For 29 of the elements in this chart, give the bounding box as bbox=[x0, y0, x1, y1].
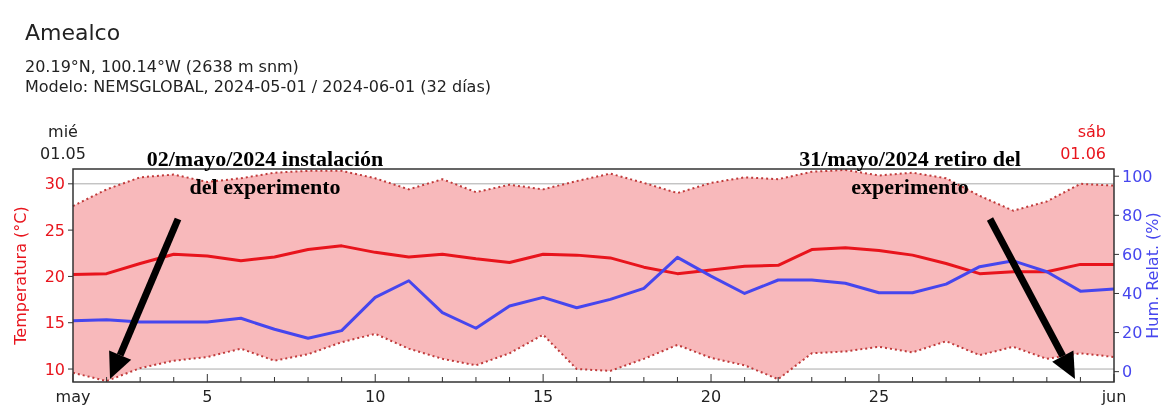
y-tick-label: 25 bbox=[44, 220, 65, 240]
y2-tick-label: 100 bbox=[1122, 166, 1153, 186]
annotation: 02/mayo/2024 instalación del experimento bbox=[146, 146, 384, 199]
y2-tick-label: 20 bbox=[1122, 323, 1143, 343]
x-tick-label: may bbox=[55, 387, 91, 406]
x-tick-label: 15 bbox=[532, 387, 554, 406]
chart-subtitle: 20.19°N, 100.14°W (2638 m snm) Modelo: NEMSGLOBAL, 2024-05-01 / 2024-06-01 (32 días) bbox=[25, 57, 491, 96]
y-tick-label: 20 bbox=[44, 267, 65, 287]
x-tick-label: jun bbox=[1100, 387, 1127, 406]
y-tick-label: 10 bbox=[44, 359, 65, 379]
x-tick-label: 25 bbox=[868, 387, 890, 406]
text: sáb 01.06 bbox=[1060, 122, 1106, 163]
y2-tick-label: 40 bbox=[1122, 284, 1143, 304]
text: mié 01.05 bbox=[40, 122, 86, 163]
y-tick-label: 15 bbox=[44, 313, 65, 333]
x-tick-label: 10 bbox=[365, 387, 386, 406]
y2-tick-label: 0 bbox=[1122, 362, 1133, 382]
y2-tick-label: 80 bbox=[1122, 205, 1143, 225]
x-tick-label: 5 bbox=[202, 387, 213, 406]
y-axis-title: Temperatura (°C) bbox=[11, 206, 30, 346]
y2-axis-title: Hum. Relat. (%) bbox=[1143, 212, 1162, 339]
chart-title: Amealco bbox=[25, 20, 121, 45]
y2-tick-label: 60 bbox=[1122, 245, 1143, 264]
line-series bbox=[72, 332, 1115, 383]
line-series bbox=[71, 244, 1116, 277]
y-tick-label: 30 bbox=[44, 174, 65, 194]
line-series bbox=[71, 255, 1116, 340]
annotation: 31/mayo/2024 retiro del experimento bbox=[799, 146, 1021, 199]
x-tick-label: 20 bbox=[700, 387, 722, 406]
